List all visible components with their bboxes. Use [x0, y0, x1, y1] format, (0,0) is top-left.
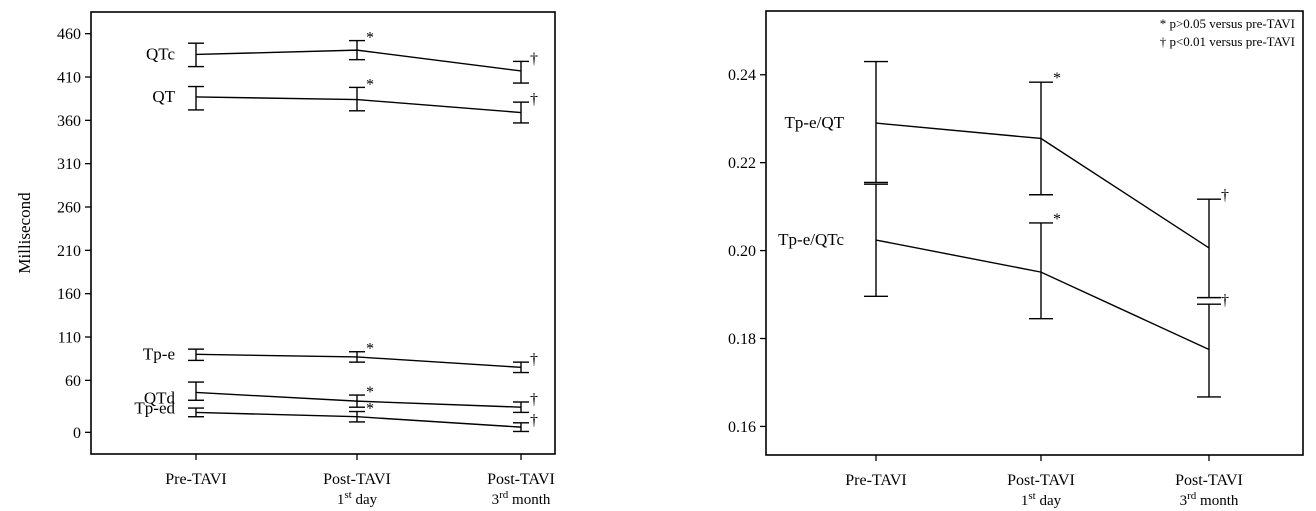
series-tp-e-qt: * † Tp-e/QT	[785, 60, 1229, 299]
significance-mark: *	[366, 341, 374, 358]
series-tp-ed: * † Tp-ed	[134, 398, 538, 433]
significance-mark: †	[530, 91, 538, 108]
series-label: Tp-e	[143, 344, 175, 363]
series-qt: * † QT	[152, 76, 538, 124]
series-line	[195, 353, 522, 369]
series-qtd: * † QTd	[144, 381, 538, 414]
series-tp-e: * † Tp-e	[143, 341, 538, 374]
series-line	[195, 411, 522, 428]
significance-mark: †	[530, 351, 538, 368]
significance-mark: †	[1221, 187, 1229, 204]
plot-frame	[90, 11, 556, 455]
significance-mark: *	[366, 76, 374, 93]
significance-mark: *	[366, 384, 374, 401]
significance-mark: *	[366, 401, 374, 418]
y-tick-label: 210	[57, 243, 81, 260]
series-label: QT	[152, 87, 175, 106]
y-tick-label: 0.16	[728, 419, 756, 436]
left-chart-panel: 0 60 110 160 210 260 310 360 410 460 Millisecond Pr…	[15, 11, 556, 508]
y-tick-label: 0.22	[728, 155, 756, 172]
legend-note: * p>0.05 versus pre-TAVI	[1160, 16, 1295, 31]
significance-mark: †	[530, 412, 538, 429]
significance-mark: *	[1053, 211, 1061, 228]
y-tick-label: 0.24	[728, 67, 756, 84]
significance-mark: †	[1221, 292, 1229, 309]
series-qtc: * † QTc	[146, 30, 538, 84]
x-tick-label: Post-TAVI	[1175, 472, 1243, 489]
x-tick-sublabel: 3rd month	[1180, 490, 1239, 509]
y-tick-label: 310	[57, 156, 81, 173]
x-tick-label: Post-TAVI	[487, 471, 555, 488]
y-tick-label: 360	[57, 113, 81, 130]
series-label: QTd	[144, 388, 176, 407]
y-tick-label: 0.20	[728, 243, 756, 260]
significance-mark: *	[366, 30, 374, 47]
x-tick-sublabel: 1st day	[337, 489, 378, 508]
x-tick-sublabel: 1st day	[1021, 490, 1062, 509]
x-tick-label: Pre-TAVI	[845, 472, 907, 489]
series-line	[195, 49, 522, 72]
x-tick-sublabel: 3rd month	[492, 489, 551, 508]
significance-mark: †	[530, 50, 538, 67]
plot-frame	[765, 10, 1304, 456]
legend-note: † p<0.01 versus pre-TAVI	[1160, 34, 1295, 49]
y-axis-title: Millisecond	[15, 192, 34, 274]
series-tp-e-qtc: * † Tp-e/QTc	[778, 183, 1229, 398]
x-tick-label: Post-TAVI	[323, 471, 391, 488]
y-tick-label: 0.18	[728, 331, 756, 348]
x-tick-label: Post-TAVI	[1007, 472, 1075, 489]
x-tick-label: Pre-TAVI	[165, 471, 227, 488]
y-tick-label: 260	[57, 200, 81, 217]
y-tick-label: 410	[57, 70, 81, 87]
y-tick-label: 60	[65, 373, 81, 390]
y-tick-label: 160	[57, 286, 81, 303]
series-line	[875, 239, 1210, 351]
y-tick-label: 0	[73, 425, 81, 442]
significance-mark: †	[530, 391, 538, 408]
series-label: QTc	[146, 44, 175, 63]
series-label: Tp-e/QTc	[778, 230, 844, 249]
y-tick-label: 460	[57, 26, 81, 43]
y-tick-label: 110	[58, 330, 81, 347]
series-line	[875, 122, 1210, 249]
series-label: Tp-e/QT	[785, 113, 845, 132]
significance-mark: *	[1053, 70, 1061, 87]
series-label: Tp-ed	[134, 398, 175, 417]
